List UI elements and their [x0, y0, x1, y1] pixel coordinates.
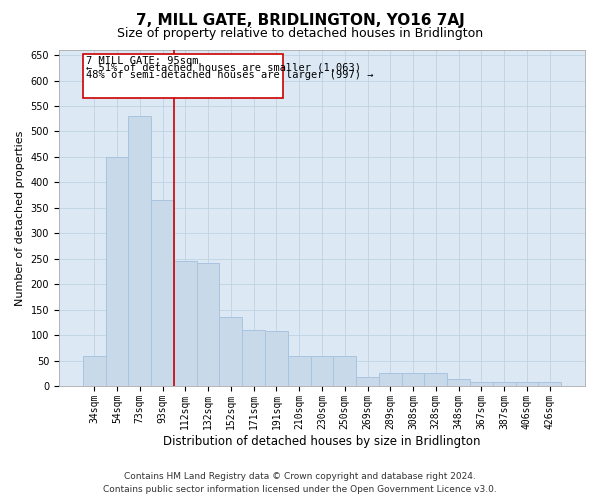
Bar: [311, 356, 334, 386]
Bar: [470, 382, 493, 386]
Y-axis label: Number of detached properties: Number of detached properties: [15, 130, 25, 306]
Bar: [197, 263, 220, 386]
Bar: [424, 374, 447, 386]
Bar: [356, 377, 379, 386]
Text: 7, MILL GATE, BRIDLINGTON, YO16 7AJ: 7, MILL GATE, BRIDLINGTON, YO16 7AJ: [136, 12, 464, 28]
Text: 48% of semi-detached houses are larger (997) →: 48% of semi-detached houses are larger (…: [86, 70, 374, 80]
Bar: [288, 356, 311, 386]
Text: ← 51% of detached houses are smaller (1,063): ← 51% of detached houses are smaller (1,…: [86, 62, 361, 72]
Bar: [151, 200, 174, 386]
Bar: [265, 331, 288, 386]
Text: 7 MILL GATE: 95sqm: 7 MILL GATE: 95sqm: [86, 56, 199, 66]
Bar: [379, 374, 401, 386]
Bar: [447, 379, 470, 386]
Bar: [515, 382, 538, 386]
Bar: [106, 157, 128, 386]
Text: Size of property relative to detached houses in Bridlington: Size of property relative to detached ho…: [117, 28, 483, 40]
Bar: [174, 262, 197, 386]
Bar: [83, 356, 106, 386]
Bar: [83, 54, 283, 98]
Bar: [538, 382, 561, 386]
Text: Contains HM Land Registry data © Crown copyright and database right 2024.
Contai: Contains HM Land Registry data © Crown c…: [103, 472, 497, 494]
Bar: [242, 330, 265, 386]
Bar: [128, 116, 151, 386]
Bar: [334, 356, 356, 386]
Bar: [401, 374, 424, 386]
Bar: [493, 382, 515, 386]
Bar: [220, 318, 242, 386]
X-axis label: Distribution of detached houses by size in Bridlington: Distribution of detached houses by size …: [163, 434, 481, 448]
